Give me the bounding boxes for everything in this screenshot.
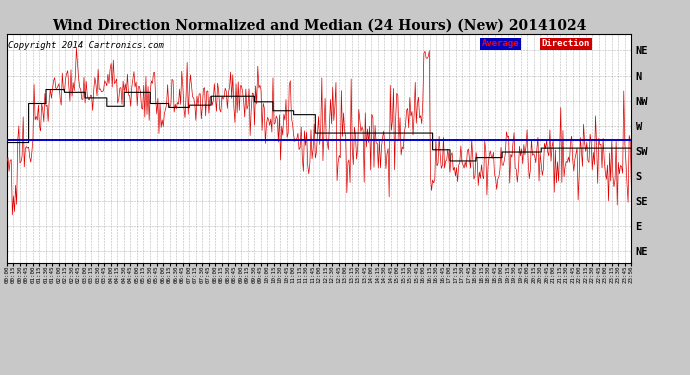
Text: Direction: Direction bbox=[542, 39, 590, 48]
Title: Wind Direction Normalized and Median (24 Hours) (New) 20141024: Wind Direction Normalized and Median (24… bbox=[52, 19, 586, 33]
Text: Copyright 2014 Cartronics.com: Copyright 2014 Cartronics.com bbox=[8, 40, 164, 50]
Text: Average: Average bbox=[482, 39, 519, 48]
